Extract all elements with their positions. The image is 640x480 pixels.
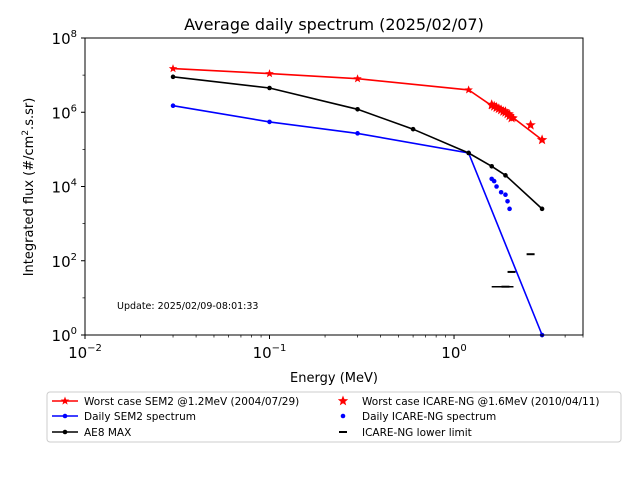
series-4 (489, 176, 512, 212)
data-point (491, 178, 497, 184)
data-point (506, 112, 517, 123)
legend-marker (337, 395, 349, 406)
data-point (502, 108, 513, 119)
data-point (410, 126, 416, 132)
data-point (489, 164, 494, 169)
series-3 (486, 99, 548, 145)
data-point (536, 134, 548, 145)
series-line (172, 76, 543, 210)
data-point (507, 206, 512, 212)
x-axis-label: Energy (MeV) (290, 371, 378, 386)
y-tick-label: 104 (52, 178, 77, 197)
data-point (170, 74, 176, 80)
data-point (466, 150, 471, 156)
data-point (504, 110, 515, 121)
data-point (355, 107, 360, 112)
data-point (267, 85, 272, 91)
data-point (267, 119, 272, 125)
y-axis: 100 102 104 106 108 (52, 29, 85, 345)
data-point (539, 206, 545, 212)
data-point (265, 69, 274, 78)
legend-label: Worst case SEM2 @1.2MeV (2004/07/29) (84, 396, 299, 408)
legend-label: ICARE-NG lower limit (362, 427, 472, 439)
legend-frame (46, 391, 622, 443)
data-point (494, 184, 499, 189)
plot-area (168, 64, 548, 338)
legend-item: Daily SEM2 spectrum (52, 411, 196, 423)
data-point (495, 104, 507, 115)
legend-marker (62, 413, 68, 419)
y-tick-label: 100 (52, 326, 77, 345)
data-point (168, 64, 178, 73)
legend-item: Worst case SEM2 @1.2MeV (2004/07/29) (52, 396, 299, 408)
axes-frame (84, 37, 584, 336)
data-point (355, 131, 360, 136)
legend-item: Daily ICARE-NG spectrum (340, 411, 496, 423)
data-point (464, 85, 473, 94)
data-point (500, 106, 511, 117)
legend: Worst case SEM2 @1.2MeV (2004/07/29) Dail… (46, 391, 622, 443)
legend-marker (340, 413, 346, 419)
x-axis: 10−2 10−1 100 (68, 335, 584, 362)
legend-label: Daily ICARE-NG spectrum (362, 411, 496, 423)
update-annotation: Update: 2025/02/09-08:01:33 (117, 301, 258, 312)
data-point (353, 74, 362, 83)
y-tick-label: 106 (52, 103, 77, 122)
x-tick-label: 100 (441, 343, 466, 362)
data-point (170, 103, 176, 109)
series-5 (491, 253, 535, 288)
y-tick-label: 108 (52, 29, 77, 48)
legend-marker (60, 396, 70, 405)
legend-item: Worst case ICARE-NG @1.6MeV (2010/04/11) (337, 395, 600, 408)
legend-label: Worst case ICARE-NG @1.6MeV (2010/04/11) (362, 396, 600, 408)
data-point (525, 119, 536, 130)
legend-label: AE8 MAX (84, 427, 131, 439)
data-point (505, 198, 510, 204)
legend-label: Daily SEM2 spectrum (84, 411, 196, 423)
y-axis-label: Integrated flux (#/cm2.s.sr) (21, 98, 37, 277)
legend-item: ICARE-NG lower limit (339, 427, 472, 439)
chart-title: Average daily spectrum (2025/02/07) (184, 15, 484, 34)
x-tick-label: 10−2 (68, 343, 102, 362)
series-2 (170, 74, 545, 212)
legend-item: AE8 MAX (52, 427, 131, 439)
x-tick-label: 10−1 (253, 343, 287, 362)
legend-marker (62, 429, 68, 435)
data-point (503, 173, 508, 178)
data-point (486, 99, 497, 110)
y-tick-label: 102 (52, 252, 77, 271)
data-point (498, 189, 504, 195)
data-point (503, 192, 508, 198)
